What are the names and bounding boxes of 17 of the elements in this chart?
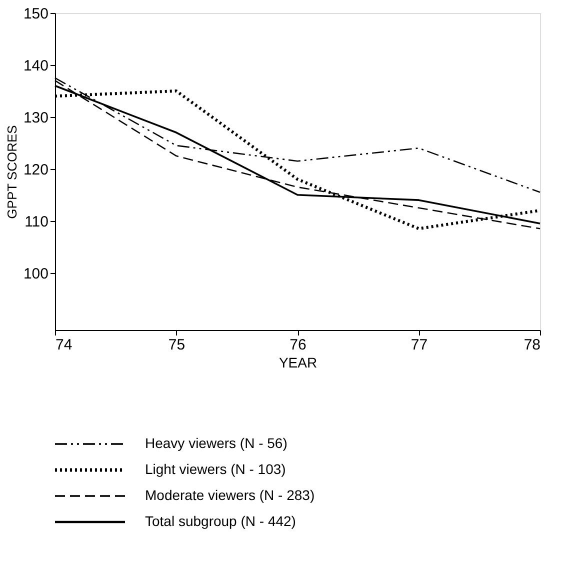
- x-axis-title: YEAR: [278, 354, 318, 370]
- x-tick-label: 74: [56, 336, 72, 354]
- x-tick-label: 75: [168, 336, 186, 354]
- y-tick-label: 130: [23, 109, 48, 126]
- legend-label: Moderate viewers (N - 283): [145, 487, 315, 503]
- x-tick-label: 76: [290, 336, 306, 354]
- y-tick-label: 100: [23, 265, 48, 282]
- x-tick-label: 78: [524, 336, 540, 354]
- x-tick-label: 77: [410, 336, 428, 354]
- legend-label: Heavy viewers (N - 56): [145, 435, 288, 451]
- legend-label: Total subgroup (N - 442): [145, 513, 296, 529]
- y-tick-label: 110: [24, 213, 48, 230]
- y-tick-label: 140: [23, 57, 48, 74]
- y-tick-label: 150: [23, 6, 48, 22]
- y-axis-title: GPPT SCORES: [4, 124, 20, 219]
- legend-label: Light viewers (N - 103): [145, 461, 286, 477]
- y-tick-label: 120: [23, 161, 48, 178]
